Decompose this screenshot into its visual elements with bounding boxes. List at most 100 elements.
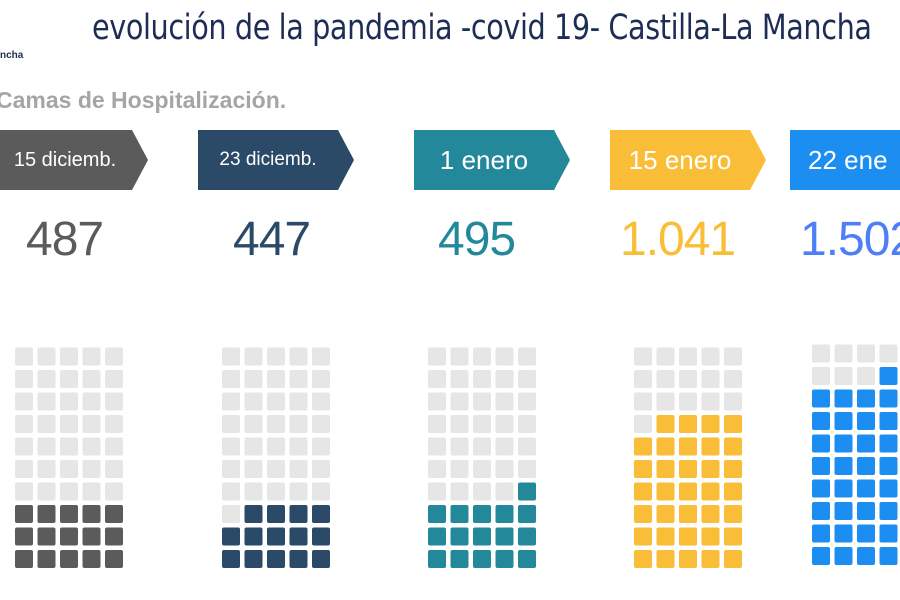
waffle-square-empty (222, 437, 240, 456)
waffle-2 (222, 347, 330, 568)
waffle-square-empty (289, 347, 308, 366)
waffle-square-empty (495, 370, 514, 388)
waffle-square-empty (244, 392, 263, 411)
waffle-square-filled (656, 415, 675, 433)
waffle-square-filled (15, 550, 33, 568)
waffle-square-empty (244, 460, 263, 478)
waffle-square-filled (428, 505, 446, 523)
waffle-square-empty (473, 437, 491, 456)
waffle-square-empty (105, 415, 123, 433)
waffle-square-empty (105, 437, 123, 456)
waffle-square-filled (834, 547, 853, 565)
waffle-square-empty (428, 347, 446, 366)
waffle-square-filled (724, 415, 742, 433)
waffle-square-filled (857, 547, 875, 565)
waffle-square-empty (60, 437, 78, 456)
waffle-square-filled (60, 527, 78, 546)
waffle-square-filled (37, 505, 56, 523)
waffle-square-filled (222, 550, 240, 568)
waffle-square-empty (105, 482, 123, 501)
waffle-square-empty (244, 482, 263, 501)
waffle-square-filled (834, 524, 853, 543)
waffle-square-empty (244, 347, 263, 366)
waffle-square-empty (60, 415, 78, 433)
waffle-square-filled (879, 434, 898, 453)
waffle-square-filled (656, 550, 675, 568)
logo-text: ncha (0, 50, 24, 61)
waffle-square-filled (82, 550, 101, 568)
waffle-square-empty (450, 347, 469, 366)
waffle-square-empty (37, 482, 56, 501)
waffle-square-filled (634, 505, 652, 523)
waffle-square-filled (312, 505, 330, 523)
count-label-3: 495 (438, 213, 516, 266)
waffle-square-filled (701, 527, 720, 546)
waffle-square-filled (428, 527, 446, 546)
waffle-square-empty (82, 370, 101, 388)
waffle-square-filled (518, 482, 536, 501)
waffle-square-empty (834, 344, 853, 363)
count-label-1: 487 (26, 213, 104, 266)
waffle-square-empty (701, 392, 720, 411)
waffle-square-filled (679, 415, 697, 433)
waffle-square-empty (473, 415, 491, 433)
waffle-square-empty (428, 460, 446, 478)
waffle-square-empty (37, 415, 56, 433)
waffle-square-empty (222, 482, 240, 501)
waffle-square-filled (37, 527, 56, 546)
waffle-square-filled (834, 434, 853, 453)
waffle-square-empty (267, 415, 285, 433)
waffle-square-filled (679, 437, 697, 456)
waffle-square-empty (518, 392, 536, 411)
count-label-5: 1.502 (800, 213, 900, 266)
waffle-square-filled (879, 479, 898, 498)
waffle-square-filled (518, 527, 536, 546)
waffle-square-filled (289, 527, 308, 546)
waffle-square-empty (701, 370, 720, 388)
waffle-square-filled (834, 479, 853, 498)
waffle-square-empty (495, 392, 514, 411)
waffle-square-empty (15, 482, 33, 501)
waffle-square-filled (857, 389, 875, 408)
date-badge-3: 1 enero (414, 130, 570, 190)
waffle-square-empty (105, 347, 123, 366)
waffle-square-filled (879, 389, 898, 408)
waffle-square-empty (450, 392, 469, 411)
waffle-square-filled (634, 460, 652, 478)
waffle-square-filled (495, 527, 514, 546)
waffle-square-filled (724, 527, 742, 546)
waffle-square-filled (656, 527, 675, 546)
waffle-square-filled (812, 412, 830, 430)
waffle-square-empty (812, 367, 830, 385)
waffle-square-filled (857, 457, 875, 475)
waffle-square-filled (244, 550, 263, 568)
waffle-square-filled (15, 527, 33, 546)
waffle-square-empty (37, 347, 56, 366)
waffle-square-empty (82, 415, 101, 433)
waffle-square-empty (60, 460, 78, 478)
waffle-square-filled (105, 550, 123, 568)
waffle-square-empty (495, 482, 514, 501)
waffle-square-empty (518, 370, 536, 388)
waffle-square-empty (289, 392, 308, 411)
waffle-square-empty (105, 392, 123, 411)
waffle-square-empty (495, 415, 514, 433)
waffle-square-empty (428, 482, 446, 501)
waffle-square-filled (15, 505, 33, 523)
waffle-square-empty (428, 437, 446, 456)
waffle-square-filled (312, 527, 330, 546)
waffle-square-empty (679, 370, 697, 388)
waffle-1 (15, 347, 123, 568)
waffle-square-empty (37, 460, 56, 478)
waffle-square-filled (812, 389, 830, 408)
waffle-square-empty (518, 347, 536, 366)
waffle-square-empty (656, 370, 675, 388)
waffle-square-empty (82, 437, 101, 456)
waffle-square-empty (495, 460, 514, 478)
waffle-square-empty (634, 392, 652, 411)
waffle-square-empty (289, 460, 308, 478)
waffle-square-filled (812, 457, 830, 475)
waffle-square-filled (879, 502, 898, 520)
date-badge-2: 23 diciemb. (198, 130, 354, 190)
waffle-square-empty (82, 482, 101, 501)
